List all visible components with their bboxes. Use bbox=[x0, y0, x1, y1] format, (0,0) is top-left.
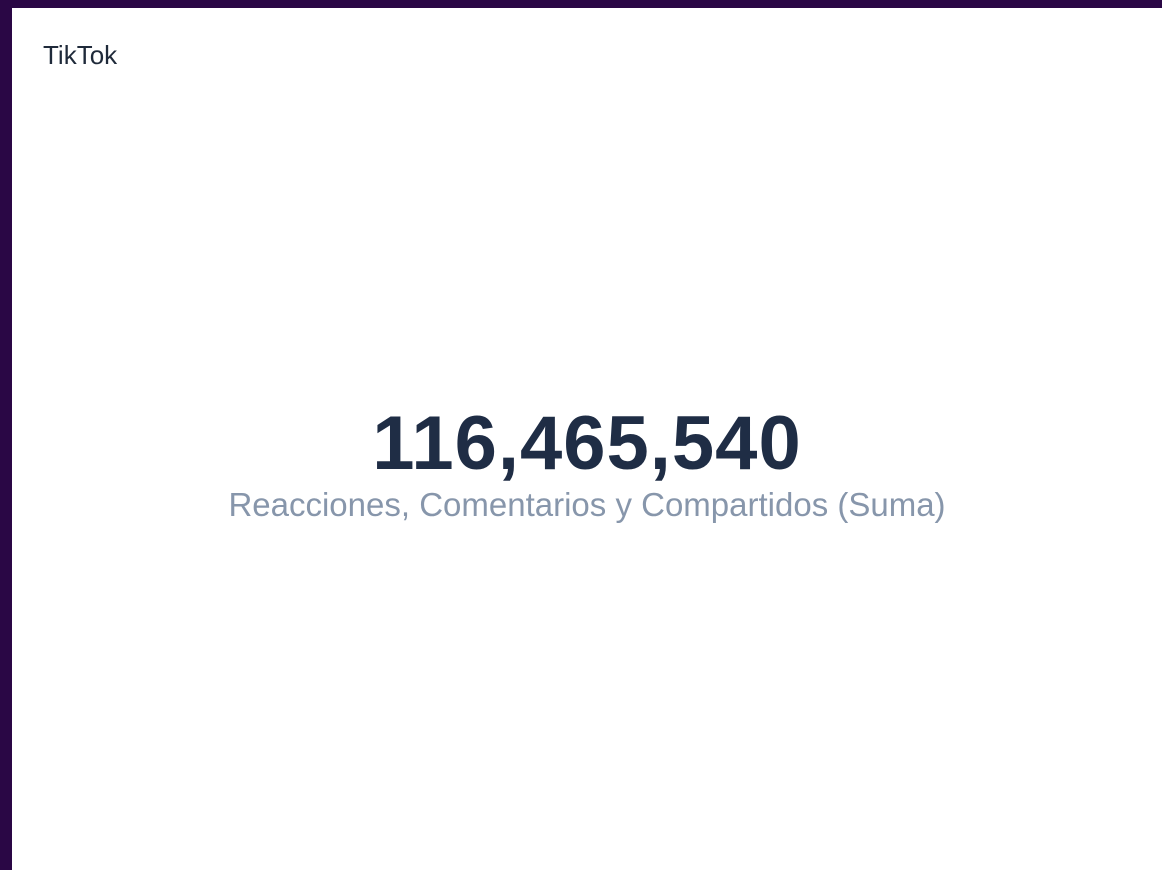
kpi-value: 116,465,540 bbox=[372, 401, 802, 486]
card-title: TikTok bbox=[43, 40, 118, 70]
kpi-card: TikTok 116,465,540 Reacciones, Comentari… bbox=[12, 8, 1162, 870]
kpi-label: Reacciones, Comentarios y Compartidos (S… bbox=[228, 486, 946, 523]
